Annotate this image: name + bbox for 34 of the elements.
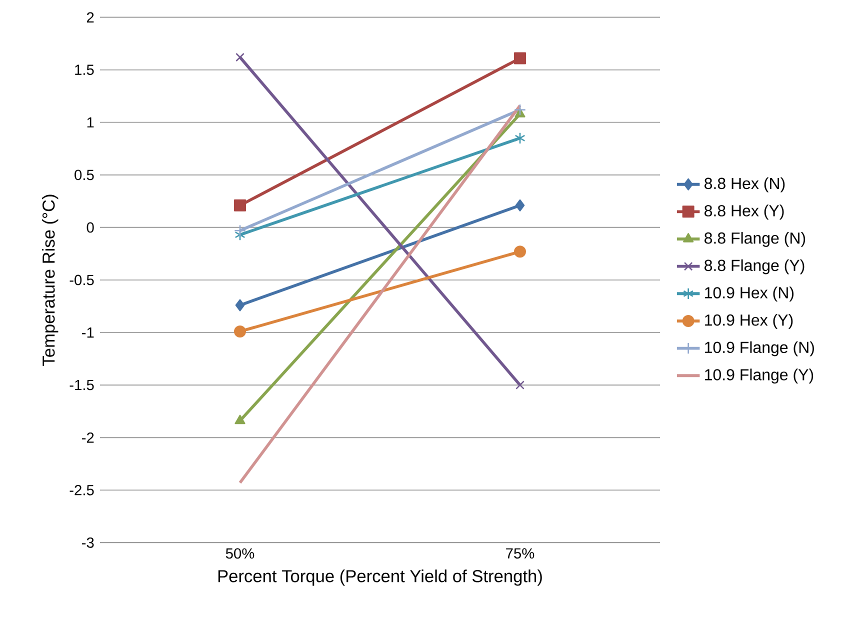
point: [514, 132, 526, 144]
point: [234, 224, 246, 237]
point: [516, 380, 524, 390]
x-axis-title: Percent Torque (Percent Yield of Strength): [218, 570, 542, 586]
y-tick-label: 1: [87, 117, 94, 128]
y-tick-label: -2.5: [70, 484, 94, 496]
y-tick-label: -1: [82, 327, 94, 338]
point: [235, 299, 245, 312]
x-tick-label: 50%: [226, 548, 254, 559]
legend-label: 10.9 Hex (Y): [705, 314, 793, 329]
y-tick-label: 0: [86, 222, 94, 233]
y-tick-label: -0.5: [70, 274, 94, 286]
point: [234, 228, 246, 241]
point: [234, 325, 246, 338]
legend-label: 8.8 Flange (Y): [704, 259, 804, 274]
point: [234, 199, 246, 212]
legend-label: 8.8 Hex (Y): [704, 204, 784, 220]
y-tick-label: -2: [82, 432, 94, 443]
legend-label: 8.8 Flange (N): [704, 232, 806, 247]
y-tick-label: -1.5: [70, 380, 94, 390]
point: [515, 199, 525, 212]
y-tick-label: 2: [86, 12, 94, 22]
y-tick-label: 0.5: [74, 170, 94, 180]
legend-label: 10.9 Hex (N): [705, 286, 794, 302]
legend-label: 10.9 Flange (Y): [705, 368, 814, 384]
point: [514, 246, 526, 258]
y-tick-label: 1.5: [75, 64, 94, 75]
x-tick-label: 75%: [506, 548, 534, 559]
y-tick-label: -3: [82, 537, 94, 548]
point: [514, 52, 526, 64]
legend-label: 8.8 Hex (N): [704, 177, 785, 192]
legend-label: 10.9 Flange (N): [705, 341, 814, 356]
point: [236, 52, 244, 62]
y-axis-title: Temperature Rise (°C): [42, 194, 58, 366]
